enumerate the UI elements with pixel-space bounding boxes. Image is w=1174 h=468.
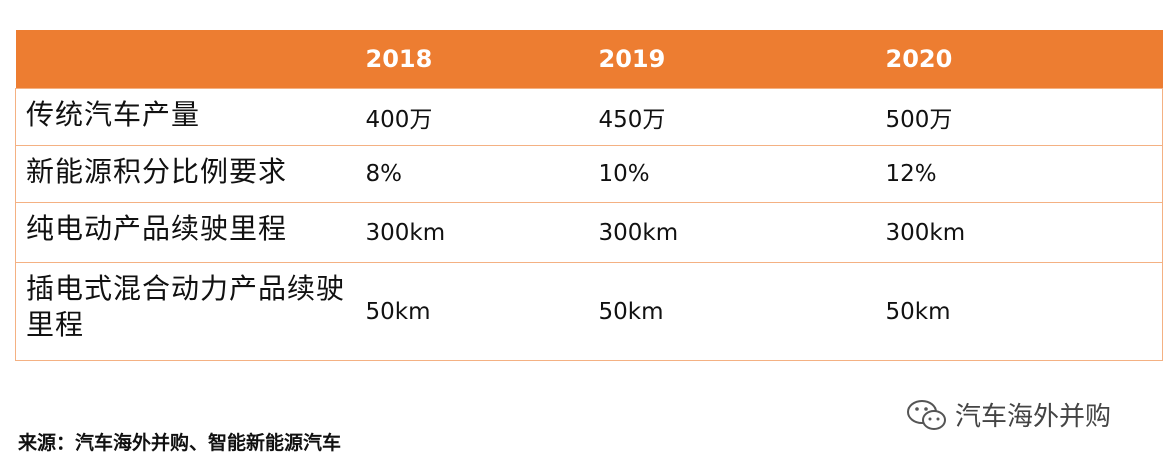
table-row: 传统汽车产量 400万 450万 500万 <box>15 88 1163 146</box>
table-cell: 450万 <box>578 88 866 146</box>
row-label: 插电式混合动力产品续驶里程 <box>15 262 346 361</box>
table-cell: 300km <box>578 202 866 263</box>
table-cell: 50km <box>345 262 579 361</box>
table-cell: 50km <box>865 262 1163 361</box>
table-row: 纯电动产品续驶里程 300km 300km 300km <box>15 202 1163 263</box>
table-cell: 300km <box>345 202 579 263</box>
table-cell: 8% <box>345 145 579 203</box>
table-cell: 50km <box>578 262 866 361</box>
table-row: 插电式混合动力产品续驶里程 50km 50km 50km <box>15 262 1163 361</box>
header-cell <box>15 30 346 89</box>
wechat-icon <box>907 399 946 430</box>
header-cell: 2018 <box>345 30 579 89</box>
data-table: 2018 2019 2020 传统汽车产量 400万 450万 500万 新能源积分比例要求… <box>15 30 1163 361</box>
table-body: 传统汽车产量 400万 450万 500万 新能源积分比例要求 8% 10% 12% 纯电动产品… <box>15 88 1163 361</box>
table-cell: 500万 <box>865 88 1163 146</box>
header-cell: 2020 <box>865 30 1163 89</box>
watermark: 汽车海外并购 <box>905 396 1111 433</box>
table-cell: 400万 <box>345 88 579 146</box>
table-cell: 10% <box>578 145 866 203</box>
table-cell: 12% <box>865 145 1163 203</box>
table-row: 新能源积分比例要求 8% 10% 12% <box>15 145 1163 203</box>
table-cell: 300km <box>865 202 1163 263</box>
row-label: 传统汽车产量 <box>15 88 346 146</box>
source-note: 来源：汽车海外并购、智能新能源汽车 <box>18 432 342 454</box>
header-cell: 2019 <box>578 30 866 89</box>
watermark-text: 汽车海外并购 <box>955 402 1112 432</box>
header-row: 2018 2019 2020 <box>15 30 1163 89</box>
row-label: 新能源积分比例要求 <box>15 145 346 203</box>
row-label: 纯电动产品续驶里程 <box>15 202 346 263</box>
